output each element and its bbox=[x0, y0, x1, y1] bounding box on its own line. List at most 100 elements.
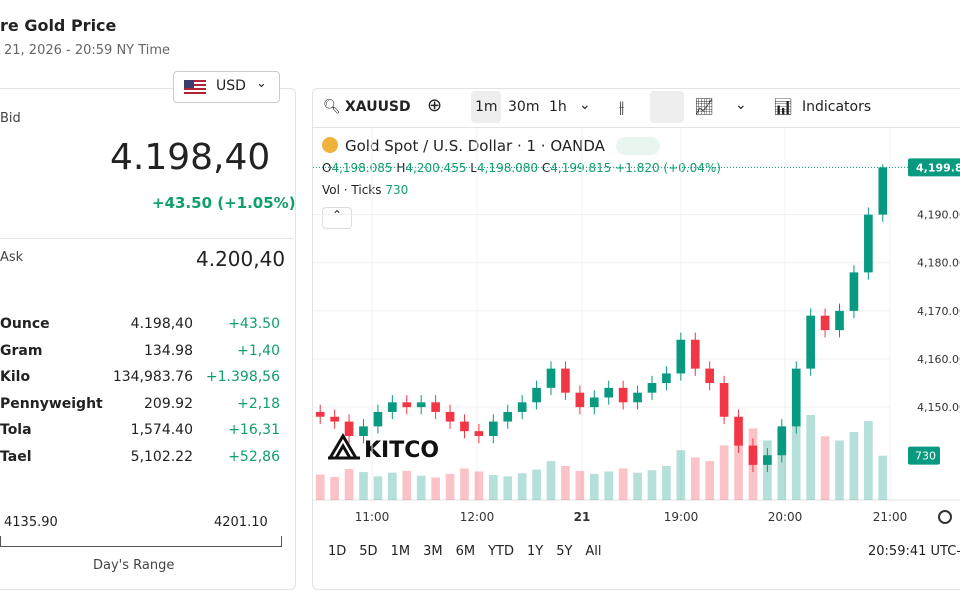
ohlc-key: O bbox=[322, 161, 332, 175]
unit-change: +52,86 bbox=[228, 449, 280, 465]
x-tick-label: 11:00 bbox=[355, 510, 390, 524]
volume-bar bbox=[532, 469, 541, 500]
search-icon[interactable]: 🔍︎ bbox=[323, 99, 341, 115]
volume-value: 730 bbox=[385, 183, 409, 197]
area-icon[interactable]: 📈︎ bbox=[694, 97, 715, 116]
range-label: Day's Range bbox=[93, 558, 175, 573]
interval[interactable]: 30m bbox=[508, 99, 540, 115]
y-tick-label: 4,150.00 bbox=[917, 401, 960, 414]
add-symbol[interactable]: ⊕ bbox=[427, 95, 443, 116]
candle-body bbox=[748, 445, 758, 465]
timestamp: 21, 2026 - 20:59 NY Time bbox=[4, 43, 171, 58]
range-button[interactable]: All bbox=[585, 544, 602, 559]
candle-body bbox=[676, 339, 686, 374]
volume-bar bbox=[315, 474, 325, 500]
candle-body bbox=[445, 411, 455, 422]
x-tick-label: 21:00 bbox=[873, 510, 908, 524]
candle-body bbox=[373, 411, 383, 427]
volume-bar bbox=[373, 476, 383, 500]
interval[interactable]: 1h bbox=[549, 99, 567, 115]
candle-body bbox=[517, 402, 527, 412]
volume-bar bbox=[633, 472, 642, 500]
unit-price: 134.98 bbox=[144, 342, 193, 359]
ohlc-key: C bbox=[541, 161, 551, 175]
candle-body bbox=[763, 455, 772, 465]
page: re Gold Price 21, 2026 - 20:59 NY Time U… bbox=[0, 16, 960, 590]
ohlc-key: H bbox=[396, 161, 406, 175]
last-volume-label: 730 bbox=[915, 450, 936, 463]
candle-body bbox=[315, 411, 325, 417]
range-button[interactable]: 5D bbox=[359, 544, 378, 559]
y-tick-label: 4,190.00 bbox=[917, 209, 960, 222]
unit-name: Pennyweight bbox=[0, 395, 103, 412]
candle-body bbox=[864, 214, 873, 273]
unit-change: +2,18 bbox=[237, 395, 280, 412]
volume-bar bbox=[878, 455, 888, 500]
candle-icon[interactable] bbox=[650, 91, 684, 123]
volume-bar bbox=[734, 436, 743, 500]
y-tick-label: 4,180.00 bbox=[917, 257, 960, 270]
range-button[interactable]: YTD bbox=[488, 544, 514, 559]
unit-price: 4.198,40 bbox=[130, 316, 193, 332]
ask-label: Ask bbox=[0, 250, 24, 265]
volume-bar bbox=[676, 450, 686, 500]
y-tick-label: 4,160.00 bbox=[917, 353, 960, 366]
volume-bar bbox=[806, 415, 815, 500]
flag-icon bbox=[184, 80, 206, 94]
dropdown[interactable]: ⌄ bbox=[735, 97, 747, 113]
y-tick-label: 4,170.00 bbox=[917, 305, 960, 318]
currency-select[interactable]: USD ⌄ bbox=[173, 71, 280, 103]
clock: 20:59:41 UTC- bbox=[868, 544, 960, 559]
candle-body bbox=[503, 411, 513, 422]
settings-icon bbox=[938, 510, 952, 524]
gold-icon bbox=[322, 137, 338, 153]
indicators[interactable]: Indicators bbox=[802, 99, 872, 115]
candle-body bbox=[431, 402, 440, 412]
candle-body bbox=[488, 421, 498, 436]
volume-bar bbox=[849, 432, 859, 500]
range-button[interactable]: 5Y bbox=[556, 544, 573, 559]
x-tick-label: 19:00 bbox=[664, 510, 699, 524]
toolbar: 🔍︎ XAUUSD ⊕ 1m 30m 1h ⌄ ⫲ 📈︎ ⌄ 📊︎ Indica… bbox=[313, 89, 960, 128]
candle-body bbox=[604, 387, 614, 398]
candle-body bbox=[416, 402, 426, 408]
dropdown[interactable]: ⌄ bbox=[579, 97, 591, 113]
volume-bar bbox=[791, 424, 801, 500]
candle-body bbox=[474, 431, 484, 436]
volume-bar bbox=[647, 470, 657, 500]
indicators-icon[interactable]: 📊︎ bbox=[773, 97, 794, 116]
candle-body bbox=[460, 421, 469, 432]
volume-bar bbox=[460, 468, 469, 500]
candle-body bbox=[546, 368, 556, 388]
candle-body bbox=[777, 426, 787, 456]
candle-body bbox=[388, 402, 397, 412]
logo-mark bbox=[328, 433, 360, 460]
range-button[interactable]: 3M bbox=[423, 544, 443, 559]
unit-change: +1.398,56 bbox=[205, 369, 280, 386]
range-button[interactable]: 1Y bbox=[526, 544, 544, 559]
candle-body bbox=[330, 416, 339, 422]
candle-body bbox=[344, 421, 354, 436]
range-button[interactable]: 1M bbox=[390, 544, 411, 559]
interval[interactable]: 1m bbox=[475, 99, 498, 115]
ask-price: 4.200,40 bbox=[196, 247, 286, 271]
unit-name: Gram bbox=[0, 342, 43, 359]
volume-bar bbox=[359, 472, 368, 500]
range-button[interactable]: 6M bbox=[455, 544, 476, 559]
range-low: 4135.90 bbox=[4, 515, 58, 530]
candle-body bbox=[402, 402, 412, 408]
unit-name: Tola bbox=[0, 422, 32, 439]
candle-body bbox=[359, 426, 368, 436]
range-button[interactable]: 1D bbox=[328, 544, 347, 559]
candle-body bbox=[878, 167, 888, 215]
ohlc-value: 4,198.080 bbox=[476, 161, 539, 175]
unit-change: +43.50 bbox=[228, 316, 280, 332]
volume-bar bbox=[820, 436, 830, 500]
ohlc-legend: O4,198.085 H4,200.455 L4,198.080 C4,199.… bbox=[322, 161, 721, 175]
volume-bar bbox=[445, 473, 455, 500]
symbol[interactable]: XAUUSD bbox=[345, 99, 411, 115]
candle-body bbox=[690, 339, 700, 369]
volume-bar bbox=[488, 475, 498, 500]
candle-body bbox=[791, 368, 801, 427]
bars-icon[interactable]: ⫲ bbox=[619, 97, 625, 116]
